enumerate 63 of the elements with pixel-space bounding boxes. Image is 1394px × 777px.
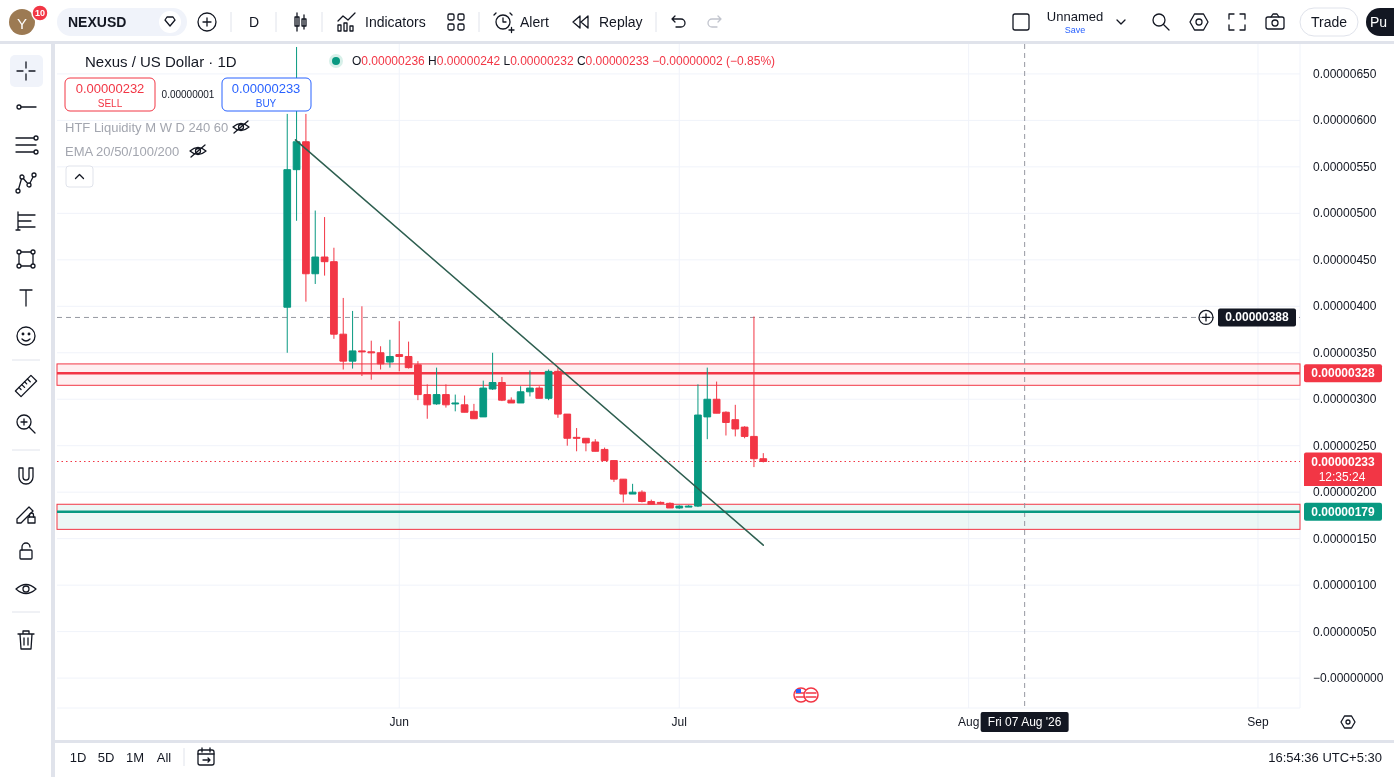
annotation: 0.00000001 [161,88,215,100]
candlestick [376,345,385,370]
y-tick-label: 0.00000150 [1313,531,1377,546]
annotation: 0.00000233 [231,80,301,96]
candlestick [348,310,357,370]
annotation: 0.00000232 [75,80,145,96]
y-tick-label: 0.00000550 [1313,159,1377,174]
y-tick-label: 0.00000100 [1313,578,1377,593]
text: Trade [1310,14,1348,30]
y-tick-label: 0.00000300 [1313,392,1377,407]
candlestick [479,380,488,418]
text: O0.00000236 H0.00000242 L0.00000232 C0.00000233 −0.00000002 (−0.85%) [352,54,776,68]
annotation: BUY [255,97,277,109]
ref-line-label: 0.00000233 [1311,454,1376,469]
y-tick-label: 0.00000450 [1313,252,1377,267]
y-tick-label: 0.00000250 [1313,438,1377,453]
text: NEXUSD [68,14,127,30]
text: 1M [125,749,145,765]
y-tick-label: 0.00000500 [1313,206,1377,221]
candlestick [628,483,637,495]
y-tick-label: 0.00000350 [1313,345,1377,360]
y-tick-label: 0.00000050 [1313,624,1377,639]
ref-line-label: 0.00000179 [1311,504,1376,519]
text: 5D [97,749,115,765]
x-tick-label: Sep [1247,715,1269,729]
candlestick [432,367,441,406]
x-tick-label: Jun [389,715,409,729]
candlestick [283,113,292,354]
annotation: SELL [97,97,123,109]
text: D [248,14,260,30]
y-tick-label: 0.00000650 [1313,66,1377,81]
candlestick [386,339,394,369]
text: 12:35:24 [1318,470,1366,484]
text: Replay [599,14,643,30]
x-tick-label: Jul [671,715,687,729]
candlestick [451,394,460,412]
annotation: EMA 20/50/100/200 [65,143,180,159]
y-tick-label: 0.00000400 [1313,299,1377,314]
text: Save [1064,25,1086,35]
ref-line-label: 0.00000328 [1311,366,1376,381]
text: Unnamed [1046,8,1104,24]
text: Alert [520,14,549,30]
candlestick [535,385,544,399]
candlestick [488,352,497,391]
ref-line-label: 0.00000388 [1225,310,1290,325]
text: 10 [34,8,46,18]
annotation: HTF Liquidity M W D 240 60 [65,119,229,135]
y-tick-label: 0.00000600 [1313,113,1377,128]
y-tick-label: −0.00000000 [1313,671,1384,686]
candlestick [544,368,553,401]
candlestick [311,210,320,285]
text: Pu [1370,14,1388,30]
text: 16:54:36 UTC+5:30 [1268,749,1382,765]
text: Indicators [365,14,426,30]
x-tick-label: Aug [957,715,980,729]
text: 1D [69,749,87,765]
text: Y [16,14,28,32]
candlestick [442,383,450,409]
candlestick [302,113,310,303]
y-tick-label: 0.00000200 [1313,485,1377,500]
text: Nexus / US Dollar · 1D [85,52,237,70]
text: All [156,749,172,765]
ref-line-label: Fri 07 Aug '26 [987,715,1062,729]
